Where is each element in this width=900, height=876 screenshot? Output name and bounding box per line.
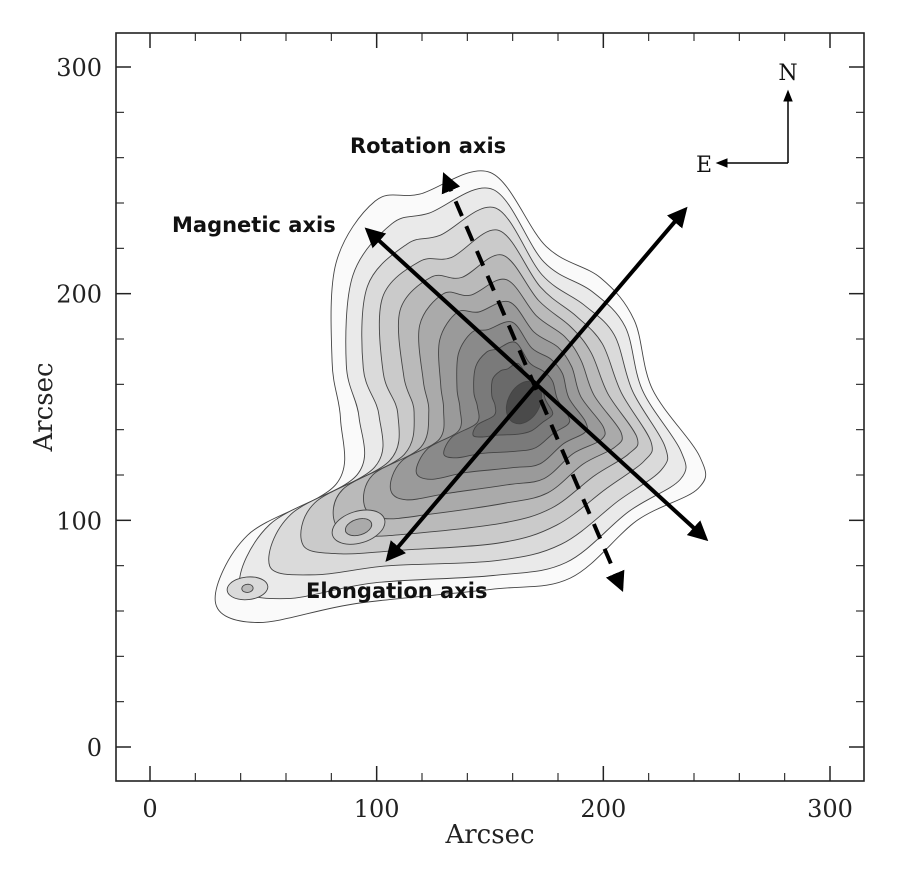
elongation-axis-arrow xyxy=(385,206,688,562)
y-tick-label-0: 0 xyxy=(87,734,102,762)
tail-knot-inner xyxy=(241,583,254,593)
north-label: N xyxy=(778,61,797,86)
x-tick-label-300: 300 xyxy=(807,795,853,823)
elongation-axis-label: Elongation axis xyxy=(306,579,487,603)
y-tick-label-200: 200 xyxy=(56,281,102,309)
x-tick-label-100: 100 xyxy=(354,795,400,823)
x-tick-label-200: 200 xyxy=(580,795,626,823)
x-tick-label-0: 0 xyxy=(142,795,157,823)
y-axis-title: Arcsec xyxy=(29,362,59,452)
axis-ticks xyxy=(116,33,864,781)
x-axis-title: Arcsec xyxy=(444,820,534,850)
y-tick-label-300: 300 xyxy=(56,54,102,82)
rotation-axis-label: Rotation axis xyxy=(350,134,506,158)
x-tick-labels: 0 100 200 300 xyxy=(142,795,853,823)
compass-rose: N E xyxy=(696,61,798,178)
y-tick-label-100: 100 xyxy=(56,507,102,535)
east-label: E xyxy=(696,153,712,178)
y-tick-labels: 0 100 200 300 xyxy=(56,54,102,762)
magnetic-axis-label: Magnetic axis xyxy=(172,213,336,237)
